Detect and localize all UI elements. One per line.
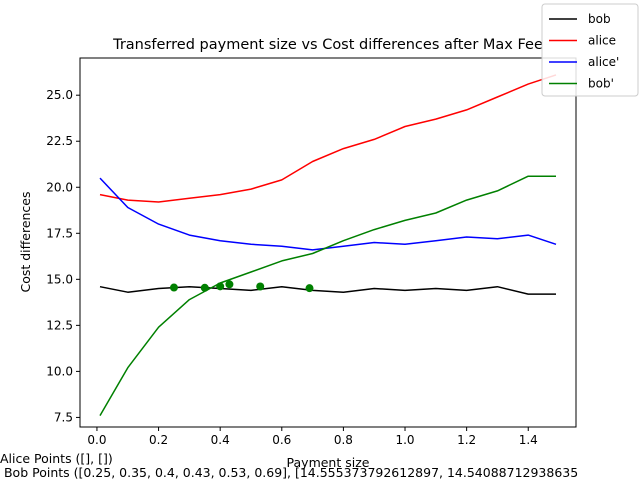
- y-tick-label: 22.5: [46, 134, 73, 148]
- y-tick-label: 10.0: [46, 364, 73, 378]
- legend-label-bob: bob: [588, 12, 611, 26]
- legend-label-alice: alice: [588, 34, 616, 48]
- x-axis-label: Payment size: [287, 455, 370, 470]
- y-tick-label: 15.0: [46, 272, 73, 286]
- legend-label-alice-prime: alice': [588, 55, 619, 69]
- series-line-alice-prime: [99, 177, 557, 251]
- x-tick-label: 1.0: [395, 433, 414, 447]
- bob-prime-point-marker: [305, 284, 314, 293]
- x-tick-label: 0.4: [211, 433, 230, 447]
- axes-frame: [79, 57, 577, 428]
- alice-points-caption: Alice Points ([], []): [0, 451, 113, 466]
- series-line-alice: [99, 74, 557, 203]
- x-tick-label: 0.2: [149, 433, 168, 447]
- x-tick-label: 0.0: [87, 433, 106, 447]
- bob-prime-point-marker: [169, 283, 178, 292]
- y-tick-label: 12.5: [46, 318, 73, 332]
- bob-prime-point-marker: [256, 282, 265, 291]
- marker-layer: [169, 280, 314, 293]
- y-tick-label: 20.0: [46, 180, 73, 194]
- legend-label-bob-prime: bob': [588, 77, 614, 91]
- tick-layer: 0.0 0.2 0.4 0.6 0.8 1.0 1.2 1.4 7.5 10.0 12.5 15.0 1…: [46, 88, 538, 447]
- y-axis-label: Cost differences: [18, 191, 33, 292]
- bob-prime-point-marker: [216, 282, 225, 291]
- bob-points-caption: Bob Points ([0.25, 0.35, 0.4, 0.43, 0.53…: [0, 465, 579, 480]
- y-tick-label: 25.0: [46, 88, 73, 102]
- legend: bob alice alice' bob': [541, 3, 639, 97]
- y-tick-label: 7.5: [54, 410, 73, 424]
- bob-prime-point-marker: [225, 280, 234, 289]
- x-tick-label: 1.2: [457, 433, 476, 447]
- series-line-bob-prime: [99, 175, 556, 416]
- bob-prime-point-marker: [200, 283, 209, 292]
- x-tick-label: 1.4: [519, 433, 538, 447]
- chart-title: Transferred payment size vs Cost differe…: [112, 37, 543, 53]
- y-tick-label: 17.5: [46, 226, 73, 240]
- x-tick-label: 0.8: [334, 433, 353, 447]
- x-tick-label: 0.6: [272, 433, 291, 447]
